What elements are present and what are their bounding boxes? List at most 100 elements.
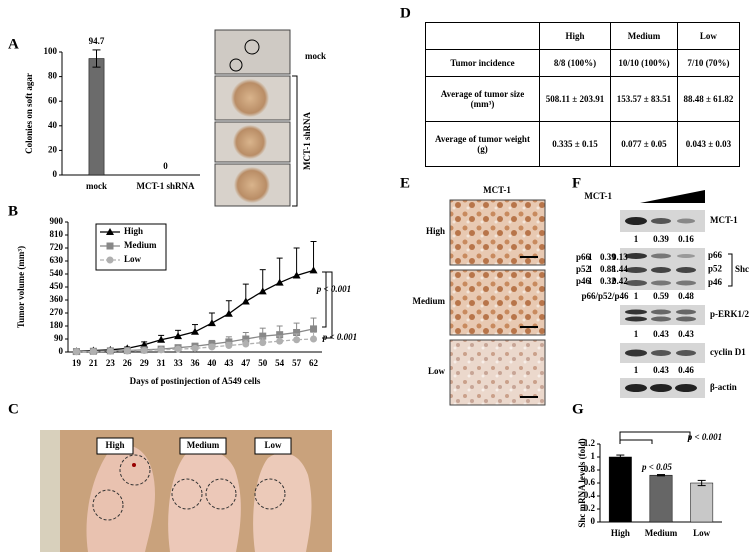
isoform-quant: 0.42 <box>612 276 628 286</box>
y-tick-label: 360 <box>50 294 64 304</box>
marker <box>225 342 233 349</box>
legend-label: Low <box>124 254 142 264</box>
marker <box>242 335 250 343</box>
quant-value: 1 <box>634 234 639 244</box>
table-cell: 0.335 ± 0.15 <box>538 121 612 167</box>
y-tick-label: 1 <box>591 451 596 461</box>
bar <box>608 456 632 523</box>
bar <box>88 58 105 176</box>
isoform-quant: 1 <box>588 264 593 274</box>
ihc-images <box>449 199 546 406</box>
marker <box>89 348 97 356</box>
marker <box>276 337 284 345</box>
y-tick-label: 0 <box>591 516 596 526</box>
marker <box>106 347 114 355</box>
marker <box>191 327 199 335</box>
table-cell: 8/8 (100%) <box>538 49 612 77</box>
panel-letter: D <box>400 5 411 21</box>
y-tick-label: 630 <box>50 255 64 265</box>
annotation: p < 0.001 <box>322 332 357 342</box>
data-label: 94.7 <box>89 36 105 46</box>
x-tick-label: Low <box>693 528 711 538</box>
bar <box>649 474 673 523</box>
table-row: Average of tumor size (mm³) 508.11 ± 203.… <box>425 76 741 122</box>
marker <box>106 256 114 264</box>
table-row: Tumor incidence 8/8 (100%) 10/10 (100%) 7/1… <box>425 49 741 77</box>
y-tick-label: 0.8 <box>584 464 596 474</box>
y-tick-label: 40 <box>48 120 58 130</box>
panel-letter: B <box>8 203 18 219</box>
panel-letter: G <box>572 401 584 417</box>
isoform-quant: p52 <box>576 264 591 274</box>
mouse-photo <box>40 430 332 552</box>
isoform-quant: 0.13 <box>612 252 628 262</box>
marker <box>208 343 216 351</box>
isoform-label: p46 <box>708 277 723 287</box>
isoform-quant: 1 <box>588 252 593 262</box>
y-tick-label: 540 <box>50 268 64 278</box>
table-cell: 508.11 ± 203.91 <box>538 76 612 122</box>
image-label: Medium <box>413 296 446 306</box>
image-label: Low <box>264 440 282 450</box>
marker <box>259 332 267 340</box>
x-tick-label: 62 <box>309 358 319 368</box>
y-tick-label: 900 <box>50 216 64 226</box>
x-tick-label: 54 <box>275 358 285 368</box>
marker <box>174 332 183 340</box>
error-bar <box>697 479 706 487</box>
row-header: Tumor incidence <box>425 49 540 77</box>
x-tick-label: 31 <box>157 358 167 368</box>
y-tick-label: 180 <box>50 320 64 330</box>
table-cell: 153.57 ± 83.51 <box>610 76 678 122</box>
marker <box>242 340 250 348</box>
y-tick-label: 90 <box>54 333 64 343</box>
x-tick-label: 47 <box>241 358 251 368</box>
isoform-label: p52 <box>708 264 723 274</box>
x-tick-label: 43 <box>224 358 234 368</box>
x-tick-label: 19 <box>72 358 82 368</box>
marker <box>106 228 114 235</box>
annotation: p < 0.001 <box>687 432 722 442</box>
x-tick-label: 26 <box>123 358 133 368</box>
quant-label: p66/p52/p46 <box>581 291 629 301</box>
tumor-table: High Medium Low Tumor incidence 8/8 (100%) 10… <box>425 22 741 167</box>
marker <box>72 348 80 356</box>
image-label: High <box>105 440 124 450</box>
table-row: Average of tumor weight (g) 0.335 ± 0.15 0… <box>425 121 741 167</box>
y-axis-title: Shc mRNA levels (fold) <box>577 438 587 527</box>
x-tick-label: Medium <box>645 528 678 538</box>
series-line <box>76 338 314 353</box>
y-tick-label: 0.4 <box>584 490 596 500</box>
x-tick-label: 29 <box>140 358 150 368</box>
y-tick-label: 0.2 <box>584 503 596 513</box>
y-tick-label: 100 <box>44 46 58 56</box>
y-tick-label: 720 <box>50 242 64 252</box>
isoform-quant: 1 <box>588 276 593 286</box>
marker <box>259 339 267 347</box>
error-bar <box>92 49 101 68</box>
marker <box>293 336 301 344</box>
y-tick-label: 810 <box>50 229 64 239</box>
quant-value: 1 <box>634 365 639 375</box>
panel-letter: F <box>572 175 581 191</box>
table-header: Low <box>676 22 741 50</box>
y-tick-label: 20 <box>48 144 58 154</box>
marker <box>293 329 301 336</box>
legend-label: High <box>124 226 143 236</box>
annotation: p < 0.05 <box>641 462 672 472</box>
x-axis-title: Days of postinjection of A549 cells <box>130 376 261 386</box>
image-label: Low <box>428 366 446 376</box>
x-tick-label: 57 <box>292 358 302 368</box>
image-label: mock <box>305 51 326 61</box>
x-tick-label: 36 <box>191 358 201 368</box>
table-cell: 10/10 (100%) <box>610 49 678 77</box>
row-header: Average of tumor size (mm³) <box>425 76 540 122</box>
x-tick-label: 33 <box>174 358 184 368</box>
x-tick-label: 21 <box>89 358 99 368</box>
table-corner <box>425 22 540 50</box>
table-header: High <box>538 22 612 50</box>
x-tick-label: 23 <box>106 358 116 368</box>
table-cell: 0.043 ± 0.03 <box>676 121 741 167</box>
